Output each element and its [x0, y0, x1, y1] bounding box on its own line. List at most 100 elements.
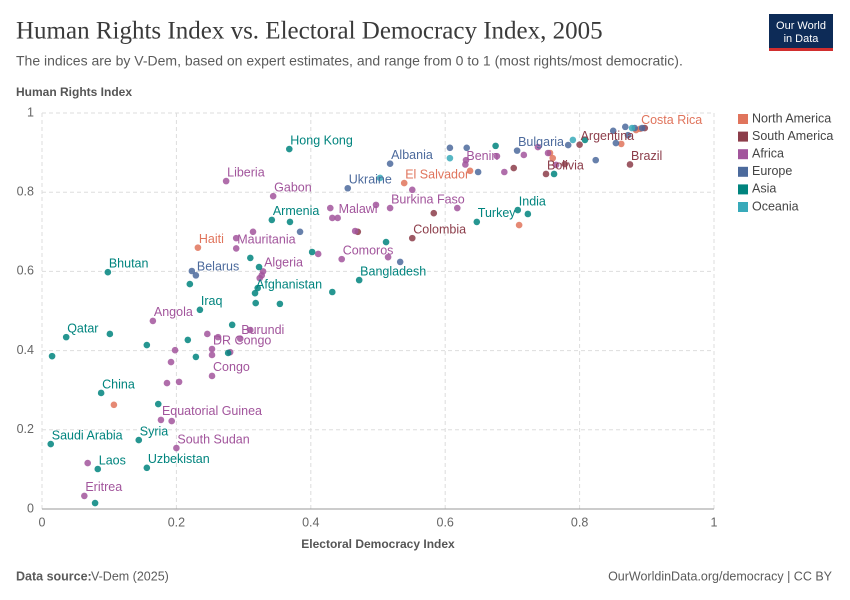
legend-label: Europe [752, 164, 792, 178]
point [208, 345, 216, 353]
point [524, 210, 532, 218]
point-label: DR Congo [213, 333, 271, 347]
point [268, 216, 276, 224]
x-tick-label: 0 [39, 515, 46, 529]
point [638, 124, 646, 132]
footer: OurWorldinData.org/democracy | CC BY [608, 569, 833, 583]
y-tick-label: 0.8 [17, 184, 34, 198]
x-tick-label: 0.2 [168, 515, 185, 529]
point [550, 170, 558, 178]
point-label: Liberia [227, 165, 265, 179]
point-label: Saudi Arabia [52, 428, 123, 442]
point-label: Iraq [201, 294, 223, 308]
point [492, 142, 499, 150]
point [493, 152, 501, 160]
point-label: Belarus [197, 260, 239, 274]
point-label: Albania [391, 148, 433, 162]
legend-swatch [738, 131, 748, 142]
point-label: Hong Kong [290, 133, 353, 147]
point [97, 389, 105, 397]
point-label: Burundi [241, 323, 284, 337]
point [542, 170, 550, 178]
point-label: Eritrea [85, 480, 122, 494]
point [104, 268, 112, 276]
point [338, 255, 346, 263]
point [81, 492, 88, 500]
point [222, 177, 230, 185]
logo-box [769, 14, 833, 50]
point [308, 248, 316, 256]
point [84, 459, 91, 467]
point-label: Mauritania [237, 233, 295, 247]
point [515, 221, 523, 229]
x-tick-label: 1 [711, 515, 718, 529]
point-label: South Sudan [177, 432, 249, 446]
point [386, 204, 394, 212]
point [247, 326, 254, 334]
point-label: Qatar [67, 321, 98, 335]
point-label: Syria [140, 424, 169, 438]
point [196, 306, 204, 314]
legend-label: Asia [752, 182, 776, 196]
point [355, 276, 363, 284]
point [626, 161, 634, 168]
point [549, 154, 557, 162]
point [48, 352, 56, 360]
point-label: Congo [213, 360, 250, 374]
point [514, 206, 522, 214]
point-label: Malawi [339, 202, 378, 216]
point [624, 131, 632, 139]
point [154, 400, 162, 408]
y-tick-label: 0.4 [17, 343, 34, 357]
point [269, 192, 277, 200]
x-tick-label: 0.4 [302, 515, 319, 529]
point [344, 184, 352, 192]
point [252, 299, 259, 307]
point [232, 234, 240, 242]
point-label: Uzbekistan [148, 452, 210, 466]
legend-swatch [738, 184, 748, 195]
chart-subtitle: The indices are by V-Dem, based on exper… [16, 53, 683, 69]
point-label: China [102, 377, 135, 391]
x-tick-label: 0.8 [571, 515, 588, 529]
point-label: El Salvador [405, 167, 469, 181]
point [110, 401, 118, 409]
point [576, 141, 583, 148]
point-label: Comoros [343, 243, 394, 257]
point-label: Brazil [631, 149, 662, 163]
point [255, 263, 263, 271]
legend-swatch [738, 114, 748, 124]
point [592, 156, 600, 164]
point [188, 267, 196, 275]
point-label: Armenia [273, 204, 320, 218]
point-label: India [519, 194, 546, 208]
point [552, 161, 560, 169]
y-axis-label: Human Rights Index [16, 85, 132, 99]
point-label: Colombia [413, 222, 466, 236]
point [175, 378, 183, 386]
point-label: Bolivia [547, 158, 584, 172]
point [192, 353, 200, 361]
point [232, 245, 240, 252]
point [446, 144, 454, 152]
y-tick-label: 0.2 [17, 422, 34, 436]
point [106, 330, 114, 338]
point-label: Angola [154, 305, 193, 319]
point-label: Afghanistan [256, 277, 322, 291]
point [400, 179, 408, 187]
x-tick-label: 0.6 [437, 515, 454, 529]
point-label: Bulgaria [518, 135, 564, 149]
point [501, 168, 508, 176]
point [372, 201, 380, 209]
point [617, 140, 625, 148]
point-label: Laos [99, 453, 126, 467]
point [167, 358, 175, 366]
point [208, 372, 216, 380]
legend-swatch [738, 149, 748, 160]
point [564, 141, 572, 149]
point-label: Argentina [581, 129, 635, 143]
point [228, 321, 236, 329]
y-tick-label: 0 [27, 501, 34, 515]
point [609, 127, 617, 135]
